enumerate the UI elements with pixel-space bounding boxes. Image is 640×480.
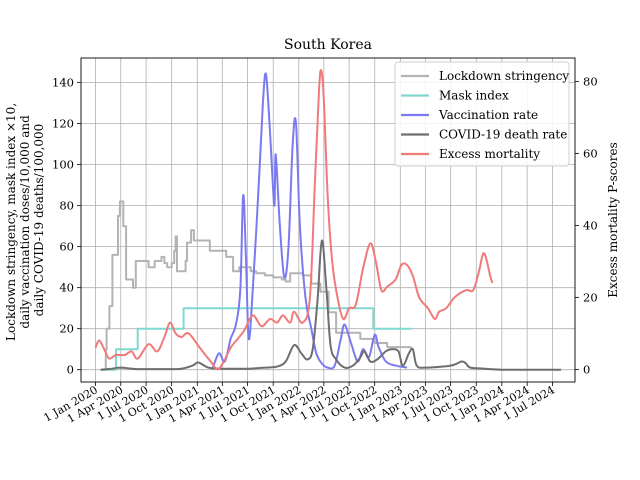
y-tick-label-left: 20 [59,322,74,336]
legend-label: Lockdown stringency [439,69,569,83]
y-tick-label-left: 140 [52,76,74,90]
legend-label: Vaccination rate [438,108,538,122]
series-line-covid-19-death-rate [100,239,562,371]
y-tick-label-right: 0 [583,362,590,376]
legend-box [394,61,570,167]
y-tick-label-left: 100 [52,158,74,172]
y-tick-label-right: 60 [583,146,598,160]
series-line-excess-mortality [94,69,494,371]
legend-label: Excess mortality [439,147,540,161]
y-tick-label-right: 20 [583,290,598,304]
y-tick-label-left: 80 [59,199,74,213]
legend-label: COVID-19 death rate [439,128,567,142]
y-axis-label-left: Lockdown stringency, mask index ×10, dai… [4,99,46,341]
legend: Lockdown stringency Mask index Vaccination… [394,61,570,167]
y-tick-label-right: 80 [583,74,598,88]
series-layer [94,69,562,371]
series-line-mask-index [100,307,412,371]
y-tick-label-right: 40 [583,218,598,232]
plot-frame [80,57,576,383]
legend-label: Mask index [439,89,509,103]
y-tick-label-left: 60 [59,240,74,254]
y-axis-label-right: Excess mortality P-scores [606,142,620,297]
y-tick-label-left: 0 [67,363,74,377]
chart-title: South Korea [284,37,372,53]
y-tick-label-left: 120 [52,117,74,131]
y-tick-label-left: 40 [59,281,74,295]
